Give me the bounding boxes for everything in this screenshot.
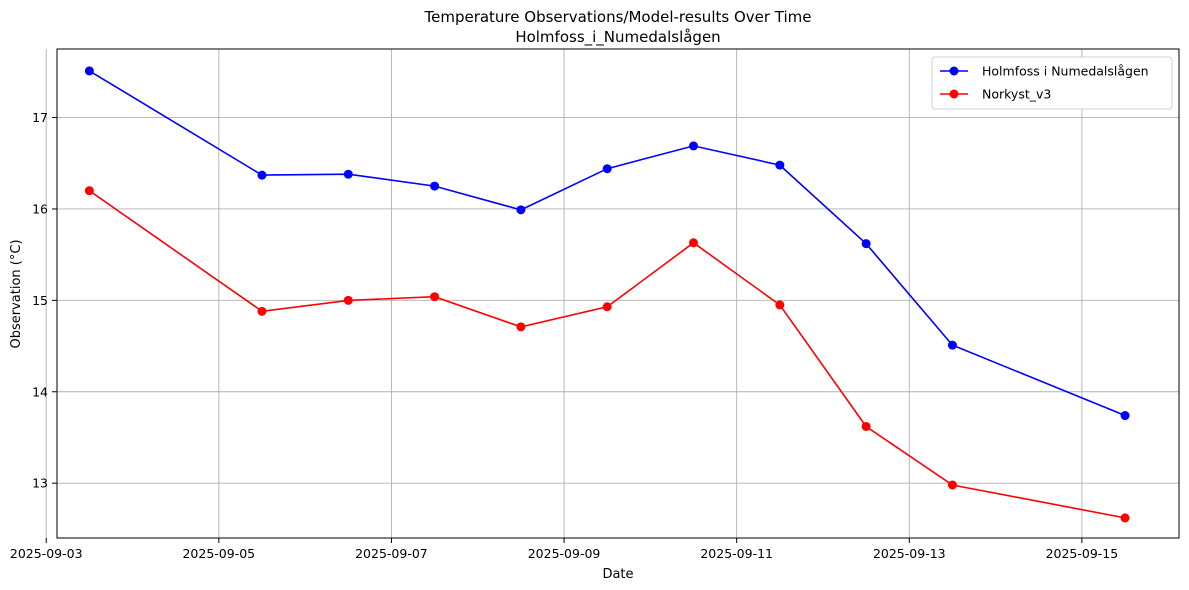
y-tick-label: 16 <box>32 201 48 216</box>
data-point <box>1120 513 1130 523</box>
x-tick-label: 2025-09-09 <box>528 546 601 561</box>
data-point <box>947 340 957 350</box>
data-point <box>516 322 526 332</box>
legend-marker-holmfoss <box>949 66 959 76</box>
y-tick-label: 14 <box>32 384 48 399</box>
legend-label-holmfoss: Holmfoss i Numedalslågen <box>982 64 1149 79</box>
x-tick-label: 2025-09-05 <box>182 546 255 561</box>
x-tick-label: 2025-09-07 <box>355 546 428 561</box>
y-axis-ticks: 13 14 15 16 17 <box>32 110 57 491</box>
grid <box>45 49 1179 538</box>
x-tick-label: 2025-09-03 <box>10 546 83 561</box>
legend-label-norkyst: Norkyst_v3 <box>982 87 1051 102</box>
x-axis-ticks: 2025-09-03 2025-09-05 2025-09-07 2025-09-09… <box>10 538 1118 561</box>
series-line-0 <box>88 70 1126 417</box>
data-point <box>430 292 440 302</box>
chart-title: Temperature Observations/Model-results O… <box>423 8 811 26</box>
x-tick-label: 2025-09-11 <box>700 546 773 561</box>
data-point <box>343 169 353 179</box>
series-line-1 <box>88 190 1126 519</box>
legend-marker-norkyst <box>949 89 959 99</box>
data-point <box>947 480 957 490</box>
legend: Holmfoss i Numedalslågen Norkyst_v3 <box>931 56 1173 110</box>
data-point <box>84 66 94 76</box>
data-point <box>257 170 267 180</box>
data-point <box>84 186 94 196</box>
chart-subtitle: Holmfoss_i_Numedalslågen <box>515 28 720 47</box>
y-tick-label: 15 <box>32 293 48 308</box>
data-point <box>602 302 612 312</box>
series-layer <box>84 66 1130 523</box>
y-tick-label: 17 <box>32 110 48 125</box>
data-point <box>775 300 785 310</box>
data-point <box>516 205 526 215</box>
data-point <box>861 421 871 431</box>
data-point <box>775 160 785 170</box>
x-tick-label: 2025-09-13 <box>873 546 946 561</box>
data-point <box>1120 411 1130 421</box>
y-tick-label: 13 <box>32 476 48 491</box>
data-point <box>257 306 267 316</box>
plot-frame <box>56 48 1180 539</box>
data-point <box>689 141 699 151</box>
y-axis-label: Observation (°C) <box>9 239 24 348</box>
data-point <box>343 295 353 305</box>
data-point <box>689 238 699 248</box>
legend-box <box>931 56 1173 110</box>
data-point <box>602 164 612 174</box>
data-point <box>430 181 440 191</box>
data-point <box>861 239 871 249</box>
x-axis-label: Date <box>602 567 633 582</box>
x-tick-label: 2025-09-15 <box>1046 546 1119 561</box>
